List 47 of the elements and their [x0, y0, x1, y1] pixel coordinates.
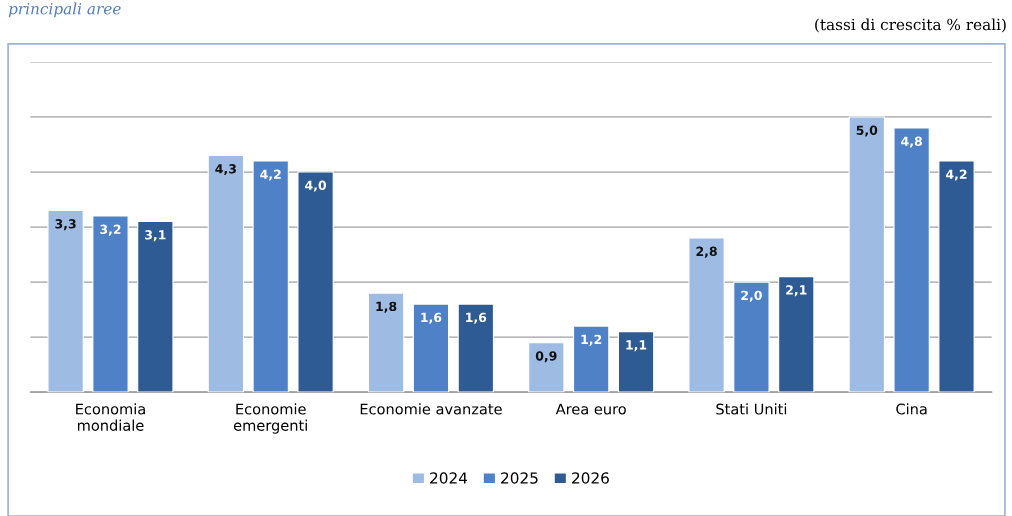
- data-label: 1,1: [626, 340, 647, 352]
- data-label: 5,0: [856, 125, 878, 137]
- chart-title: principali aree: [8, 2, 121, 18]
- data-label: 4,3: [215, 164, 236, 176]
- data-label: 4,2: [260, 169, 281, 181]
- x-tick-label: Economie emergenti: [233, 403, 307, 434]
- data-label: 2,1: [786, 285, 807, 297]
- bar: [297, 171, 334, 393]
- legend-label: 2024: [430, 472, 468, 484]
- bar: [848, 116, 885, 393]
- x-tick-label: Stati Uniti: [716, 403, 787, 415]
- data-label: 4,0: [305, 180, 327, 192]
- data-label: 1,6: [466, 312, 487, 324]
- data-label: 3,2: [100, 224, 121, 236]
- data-label: 2,8: [696, 246, 717, 258]
- bar: [617, 331, 655, 393]
- bar: [412, 303, 450, 393]
- data-label: 2,0: [741, 290, 762, 302]
- bar: [778, 276, 815, 393]
- data-label: 4,8: [901, 136, 922, 148]
- data-label: 0,9: [535, 351, 557, 363]
- data-label: 4,2: [946, 169, 967, 181]
- legend-label: 2026: [572, 472, 609, 484]
- bar: [688, 237, 725, 393]
- bar: [457, 303, 494, 393]
- x-tick-label: Cina: [896, 403, 927, 415]
- text: (tassi di crescita % reali): [815, 18, 1006, 33]
- data-label: 3,1: [145, 230, 166, 242]
- bar: [252, 160, 289, 393]
- bar: [137, 220, 174, 393]
- x-tick-label: Economia mondiale: [76, 403, 145, 431]
- data-label: 1,2: [581, 334, 602, 346]
- bar: [92, 215, 129, 393]
- bar: [528, 342, 565, 393]
- legend-label: 2025: [501, 472, 538, 484]
- data-label: 1,8: [376, 301, 397, 313]
- bar: [733, 281, 770, 393]
- bar: [367, 292, 405, 393]
- x-tick-label: Economie avanzate: [360, 403, 502, 415]
- data-label: 3,3: [55, 219, 76, 231]
- data-label: 1,6: [421, 312, 442, 324]
- bar: [938, 160, 975, 393]
- bar: [207, 154, 245, 393]
- bar: [893, 127, 930, 393]
- x-tick-label: Area euro: [555, 403, 626, 415]
- bar: [47, 209, 84, 393]
- bar: [572, 325, 610, 393]
